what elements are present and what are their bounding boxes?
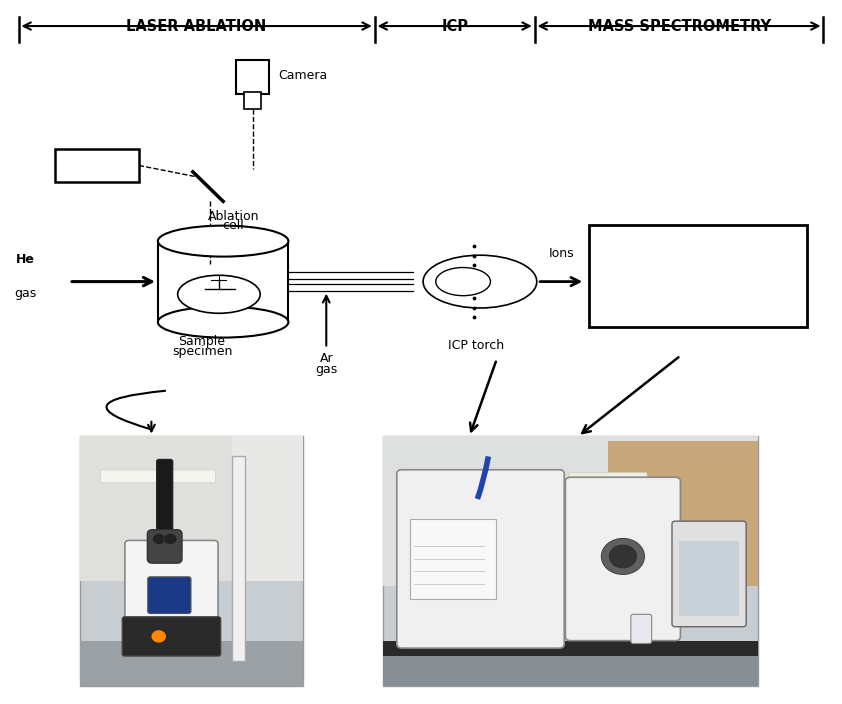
- Text: Camera: Camera: [278, 69, 327, 82]
- FancyBboxPatch shape: [569, 472, 647, 483]
- FancyBboxPatch shape: [608, 441, 758, 586]
- Text: specimen: specimen: [172, 346, 232, 358]
- FancyBboxPatch shape: [679, 541, 739, 617]
- Text: He: He: [16, 253, 35, 266]
- FancyBboxPatch shape: [383, 436, 758, 586]
- Text: gas: gas: [14, 287, 36, 300]
- Text: LASER ABLATION: LASER ABLATION: [126, 18, 267, 34]
- FancyBboxPatch shape: [122, 617, 221, 656]
- Ellipse shape: [178, 275, 260, 313]
- Text: cell: cell: [222, 219, 244, 232]
- FancyBboxPatch shape: [410, 519, 496, 599]
- FancyBboxPatch shape: [232, 456, 245, 662]
- FancyBboxPatch shape: [232, 436, 303, 582]
- Text: Ions: Ions: [548, 248, 574, 260]
- FancyBboxPatch shape: [383, 641, 758, 656]
- FancyBboxPatch shape: [236, 60, 269, 94]
- Text: ICP: ICP: [441, 18, 468, 34]
- Ellipse shape: [157, 225, 288, 256]
- Circle shape: [152, 534, 166, 544]
- Ellipse shape: [157, 307, 288, 338]
- Text: Ion: Ion: [741, 251, 759, 265]
- Ellipse shape: [435, 268, 490, 296]
- FancyBboxPatch shape: [631, 615, 652, 643]
- FancyBboxPatch shape: [80, 436, 303, 582]
- Text: MASS SPECTROMETRY: MASS SPECTROMETRY: [588, 18, 770, 34]
- FancyBboxPatch shape: [80, 641, 303, 686]
- Circle shape: [601, 539, 644, 574]
- FancyBboxPatch shape: [589, 225, 807, 327]
- FancyBboxPatch shape: [383, 436, 758, 686]
- FancyBboxPatch shape: [244, 92, 261, 109]
- Ellipse shape: [424, 256, 537, 308]
- FancyBboxPatch shape: [565, 477, 680, 641]
- FancyBboxPatch shape: [147, 577, 191, 613]
- Text: Sample: Sample: [179, 335, 226, 348]
- Text: ICP torch: ICP torch: [448, 339, 504, 352]
- FancyBboxPatch shape: [125, 541, 218, 627]
- Text: Laser: Laser: [80, 159, 114, 172]
- FancyBboxPatch shape: [100, 470, 216, 483]
- Text: Detector: Detector: [722, 288, 777, 301]
- Text: Analyzer: Analyzer: [626, 288, 679, 301]
- Text: Ablation: Ablation: [207, 210, 259, 222]
- FancyBboxPatch shape: [80, 436, 303, 686]
- FancyBboxPatch shape: [147, 529, 182, 563]
- FancyBboxPatch shape: [157, 460, 173, 551]
- Text: Ar: Ar: [319, 352, 333, 365]
- FancyBboxPatch shape: [383, 649, 758, 686]
- Circle shape: [610, 545, 637, 567]
- FancyBboxPatch shape: [438, 472, 535, 483]
- Text: Mass: Mass: [637, 251, 669, 265]
- FancyBboxPatch shape: [55, 149, 139, 182]
- FancyBboxPatch shape: [397, 470, 564, 648]
- Circle shape: [163, 534, 177, 544]
- Circle shape: [152, 631, 165, 642]
- Text: gas: gas: [315, 363, 338, 376]
- FancyBboxPatch shape: [672, 521, 746, 627]
